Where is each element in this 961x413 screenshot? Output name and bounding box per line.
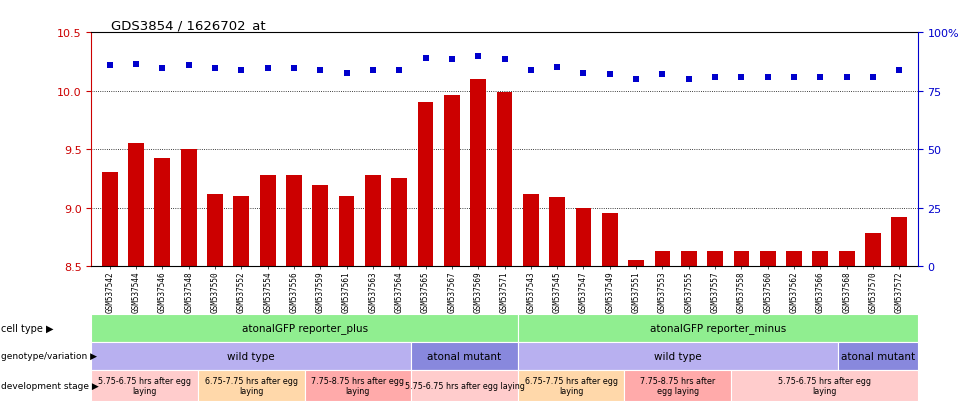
Bar <box>812 251 828 266</box>
Bar <box>733 251 750 266</box>
Bar <box>391 179 407 266</box>
Bar <box>497 93 512 266</box>
Bar <box>411 370 518 401</box>
Text: atonalGFP reporter_minus: atonalGFP reporter_minus <box>650 323 786 333</box>
Text: 7.75-8.75 hrs after egg
laying: 7.75-8.75 hrs after egg laying <box>311 376 405 395</box>
Text: 6.75-7.75 hrs after egg
laying: 6.75-7.75 hrs after egg laying <box>205 376 298 395</box>
Bar <box>91 314 518 342</box>
Text: atonalGFP reporter_plus: atonalGFP reporter_plus <box>241 323 368 333</box>
Bar <box>625 370 731 401</box>
Text: cell type ▶: cell type ▶ <box>1 323 54 333</box>
Bar <box>550 197 565 266</box>
Bar <box>760 251 776 266</box>
Bar <box>312 186 328 266</box>
Bar <box>286 176 302 266</box>
Bar <box>838 342 918 370</box>
Text: 6.75-7.75 hrs after egg
laying: 6.75-7.75 hrs after egg laying <box>525 376 618 395</box>
Text: wild type: wild type <box>228 351 275 361</box>
Bar <box>786 251 801 266</box>
Text: 7.75-8.75 hrs after
egg laying: 7.75-8.75 hrs after egg laying <box>640 376 715 395</box>
Bar <box>518 370 625 401</box>
Bar <box>208 194 223 266</box>
Bar <box>365 176 381 266</box>
Bar <box>654 251 671 266</box>
Bar <box>523 194 539 266</box>
Bar <box>444 96 459 266</box>
Bar <box>470 80 486 266</box>
Bar <box>91 342 411 370</box>
Bar <box>155 159 170 266</box>
Bar <box>707 251 723 266</box>
Text: genotype/variation ▶: genotype/variation ▶ <box>1 351 97 361</box>
Bar <box>839 251 854 266</box>
Bar <box>865 234 881 266</box>
Bar <box>411 342 518 370</box>
Bar <box>102 173 117 266</box>
Bar <box>892 217 907 266</box>
Text: atonal mutant: atonal mutant <box>841 351 915 361</box>
Bar <box>518 314 918 342</box>
Text: 5.75-6.75 hrs after egg laying: 5.75-6.75 hrs after egg laying <box>405 381 525 390</box>
Bar <box>518 342 838 370</box>
Bar <box>198 370 305 401</box>
Bar <box>628 261 644 266</box>
Text: 5.75-6.75 hrs after egg
laying: 5.75-6.75 hrs after egg laying <box>778 376 871 395</box>
Bar <box>91 370 198 401</box>
Bar <box>602 214 618 266</box>
Bar <box>234 197 249 266</box>
Text: development stage ▶: development stage ▶ <box>1 381 99 390</box>
Bar <box>681 251 697 266</box>
Bar <box>338 197 355 266</box>
Bar <box>305 370 411 401</box>
Text: wild type: wild type <box>654 351 702 361</box>
Bar <box>576 208 591 266</box>
Bar <box>128 144 144 266</box>
Bar <box>259 176 276 266</box>
Text: 5.75-6.75 hrs after egg
laying: 5.75-6.75 hrs after egg laying <box>98 376 191 395</box>
Text: atonal mutant: atonal mutant <box>428 351 502 361</box>
Bar <box>181 150 197 266</box>
Text: GDS3854 / 1626702_at: GDS3854 / 1626702_at <box>111 19 265 31</box>
Bar <box>418 103 433 266</box>
Bar <box>731 370 918 401</box>
